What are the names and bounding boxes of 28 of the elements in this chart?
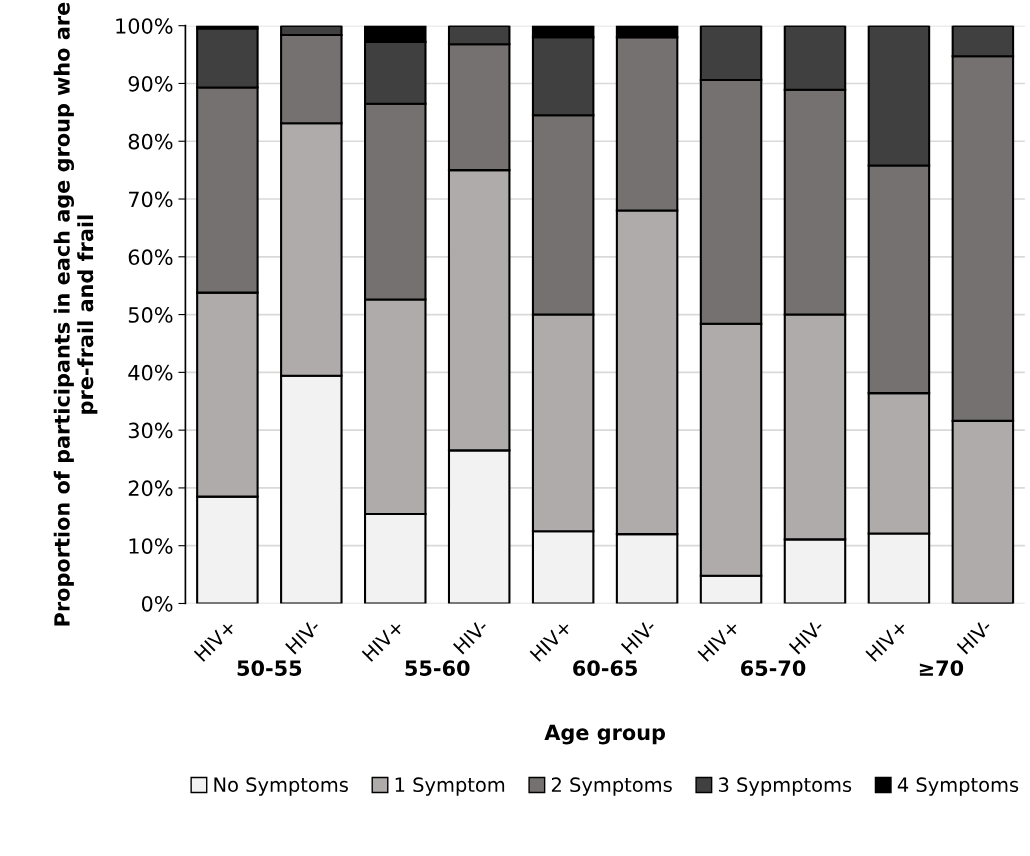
x-tick-label: HIV- bbox=[956, 618, 993, 655]
y-tick-label: 20% bbox=[128, 480, 173, 497]
legend-label: 2 Symptoms bbox=[551, 777, 672, 796]
y-tick-label: 30% bbox=[128, 422, 173, 439]
text: 65-70 bbox=[740, 660, 806, 676]
y-tick-label: 90% bbox=[128, 75, 173, 92]
y-tick-label: 10% bbox=[129, 538, 173, 554]
x-tick-label: HIV- bbox=[620, 618, 657, 655]
y-tick-label: 60% bbox=[128, 249, 173, 266]
text: ≥70 bbox=[919, 660, 964, 676]
legend-label: 3 Sypmptoms bbox=[718, 777, 852, 796]
y-axis-title: Proportion of participants in each age group who are pre-frail and frail bbox=[53, 2, 98, 626]
text: 55-60 bbox=[405, 660, 470, 676]
x-axis-title: Age group bbox=[544, 724, 666, 745]
legend-label: 4 Symptoms bbox=[897, 777, 1019, 796]
text: 50-55 bbox=[237, 660, 302, 676]
y-tick-label: 80% bbox=[128, 133, 173, 150]
y-tick-label: 50% bbox=[128, 307, 173, 323]
y-tick-label: 70% bbox=[129, 191, 173, 208]
legend-label: No Symptoms bbox=[214, 777, 348, 796]
y-tick-label: 40% bbox=[128, 364, 173, 381]
x-tick-label: HIV- bbox=[453, 618, 489, 655]
text: 60-65 bbox=[573, 660, 637, 676]
x-tick-label: HIV- bbox=[285, 618, 322, 655]
legend-label: 1 Symptom bbox=[395, 777, 505, 796]
x-tick-label: HIV- bbox=[788, 618, 825, 655]
y-tick-label: 100% bbox=[116, 18, 173, 34]
y-tick-label: 0% bbox=[141, 595, 173, 612]
